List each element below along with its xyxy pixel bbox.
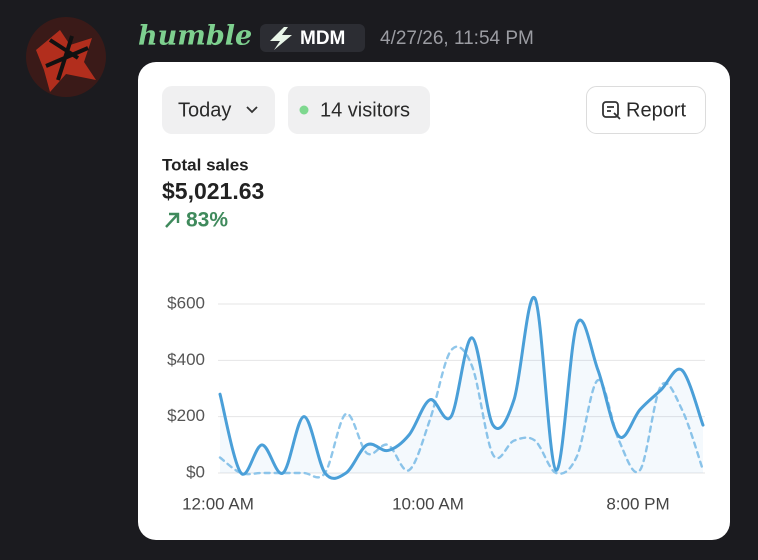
timestamp: 4/27/26, 11:54 PM bbox=[380, 28, 534, 49]
x-tick-label: 10:00 AM bbox=[392, 494, 464, 513]
series-line bbox=[218, 296, 705, 480]
y-tick-label: $200 bbox=[167, 406, 205, 425]
y-tick-label: $600 bbox=[167, 294, 205, 313]
period-label: Today bbox=[178, 99, 231, 121]
report-button[interactable] bbox=[586, 86, 706, 134]
visitors-label: 14 visitors bbox=[320, 99, 410, 121]
avatar-art bbox=[45, 35, 89, 81]
chevron bbox=[246, 106, 258, 114]
card bbox=[138, 62, 730, 540]
x-tick-label: 12:00 AM bbox=[182, 494, 254, 513]
report-label: Report bbox=[626, 99, 686, 121]
total-label: Total sales bbox=[162, 155, 249, 174]
change-value: 83% bbox=[186, 209, 228, 232]
username[interactable]: humble bbox=[138, 21, 252, 52]
badge-label: MDM bbox=[300, 28, 345, 49]
x-tick-label: 8:00 PM bbox=[606, 494, 669, 513]
chart: $0 $200 $400 $600 12:00 AM 10:00 AM 8:00 PM bbox=[167, 294, 705, 513]
total-value: $5,021.63 bbox=[162, 178, 264, 204]
visitors-pill[interactable] bbox=[288, 86, 430, 134]
report-icon bbox=[602, 101, 619, 118]
y-tick-label: $400 bbox=[167, 350, 205, 369]
y-tick-label: $0 bbox=[186, 462, 205, 481]
series-line bbox=[218, 345, 705, 479]
live-dot bbox=[299, 105, 309, 115]
trend-arrow bbox=[165, 212, 180, 228]
badge-icon bbox=[270, 27, 292, 50]
period-button[interactable] bbox=[162, 86, 275, 134]
badge bbox=[260, 24, 365, 52]
report-icon bbox=[607, 106, 621, 120]
area bbox=[220, 297, 703, 479]
